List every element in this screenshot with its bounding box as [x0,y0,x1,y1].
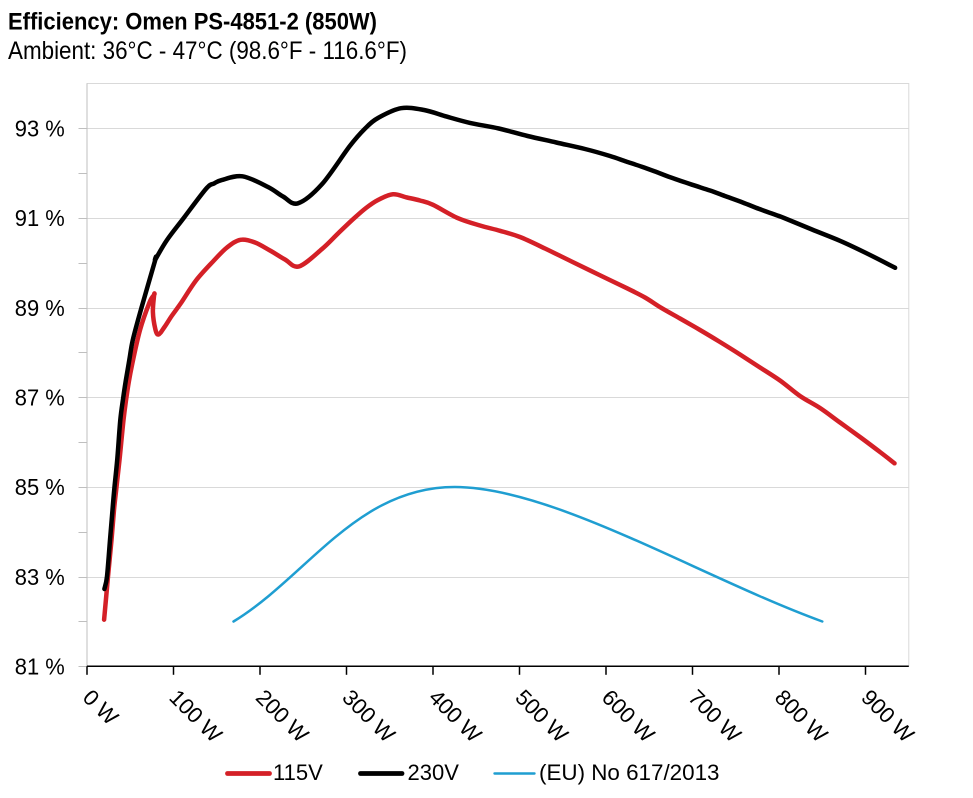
svg-text:Efficiency: Omen PS-4851-2 (85: Efficiency: Omen PS-4851-2 (850W) [8,9,377,36]
svg-text:115V: 115V [273,760,323,785]
svg-text:81 %: 81 % [15,654,65,680]
svg-text:Ambient: 36°C - 47°C (98.6°F -: Ambient: 36°C - 47°C (98.6°F - 116.6°F) [8,37,407,65]
svg-text:89 %: 89 % [15,295,65,321]
svg-text:87 %: 87 % [15,385,65,411]
svg-text:85 %: 85 % [15,474,65,500]
svg-text:230V: 230V [408,760,460,785]
svg-text:93 %: 93 % [15,116,65,142]
svg-text:83 %: 83 % [15,564,65,590]
svg-text:(EU) No 617/2013: (EU) No 617/2013 [539,760,720,785]
svg-text:91 %: 91 % [15,205,65,231]
